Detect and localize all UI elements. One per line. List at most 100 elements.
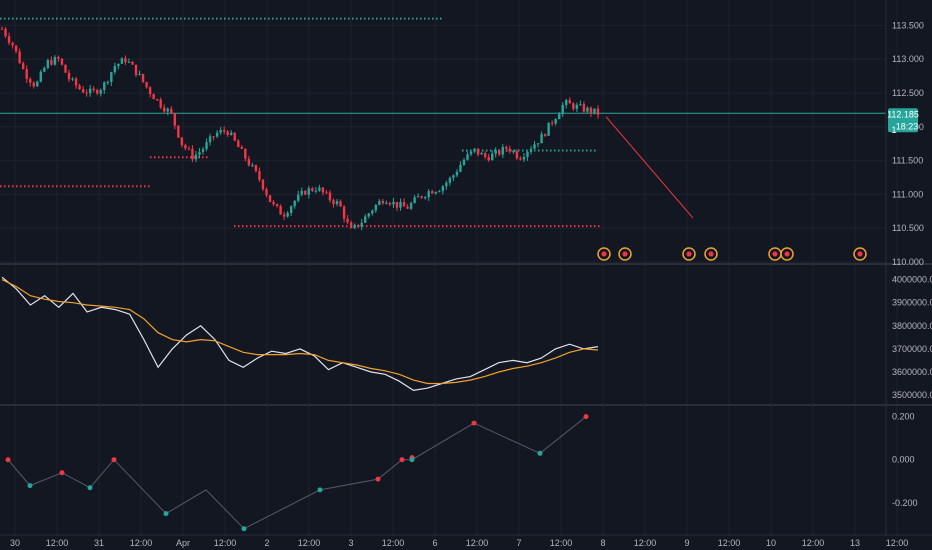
candle-body [244, 148, 247, 159]
candle-body [339, 201, 342, 207]
countdown-label: 18:23 [896, 121, 919, 131]
oscillator-point [59, 470, 65, 476]
candle-body [297, 194, 300, 201]
grid [0, 0, 898, 535]
candle-body [431, 191, 434, 194]
candle-body [568, 100, 571, 104]
candle-body [561, 104, 564, 115]
candle-body [554, 119, 557, 124]
candle-body [519, 158, 522, 160]
event-icon-dot [622, 251, 628, 257]
candle-body [233, 132, 236, 141]
candle-body [124, 58, 127, 63]
candle-body [279, 205, 282, 215]
event-icon[interactable] [768, 247, 782, 261]
event-icon[interactable] [618, 247, 632, 261]
candle-body [106, 81, 109, 83]
candle-body [293, 200, 296, 207]
candle-body [173, 113, 177, 126]
time-tick-label: 12:00 [718, 538, 741, 548]
oscillator-point [5, 457, 11, 463]
candle-body [0, 28, 4, 30]
candle-body [201, 149, 205, 152]
event-icon[interactable] [597, 247, 611, 261]
candle-body [152, 94, 155, 100]
candle-body [268, 195, 272, 202]
candle-body [14, 45, 18, 52]
candle-body [205, 142, 208, 150]
candle-body [237, 140, 240, 148]
price-tick-label: 113.000 [892, 54, 924, 64]
volume-indicator-pane[interactable] [1, 276, 599, 392]
candle-body [529, 148, 533, 152]
time-tick-label: 7 [516, 538, 521, 548]
candle-body [406, 206, 409, 209]
oscillator-tick-label: 0.000 [892, 455, 915, 465]
candle-body [311, 188, 314, 191]
candle-body [469, 151, 473, 155]
candle-body [11, 42, 14, 46]
candle-body [32, 82, 35, 87]
time-tick-label: 2 [264, 538, 269, 548]
candle-body [29, 79, 32, 83]
indicator-axis[interactable]: 3500000.000 3600000.000 3700000.000 3800000… [892, 275, 932, 401]
time-tick-label: 8 [600, 538, 605, 548]
candle-body [127, 61, 131, 63]
candle-body [476, 148, 480, 155]
candle-body [67, 72, 71, 80]
event-icon[interactable] [780, 247, 794, 261]
oscillator-point [399, 457, 405, 463]
time-tick-label: 12:00 [802, 538, 825, 548]
time-tick-label: 31 [94, 538, 104, 548]
candle-body [505, 146, 508, 149]
oscillator-axis[interactable]: 0.200 0.000 -0.200 [892, 412, 918, 508]
candle-body [540, 134, 543, 144]
candle-body [360, 222, 363, 227]
event-icons[interactable] [597, 247, 867, 261]
oscillator-pane[interactable] [5, 414, 589, 532]
candle-body [409, 203, 413, 209]
trend-line[interactable] [605, 116, 694, 219]
last-price-label: 112.185 [887, 109, 919, 119]
event-icon[interactable] [853, 247, 867, 261]
candle-body [388, 203, 392, 205]
candle-body [282, 214, 286, 217]
candle-body [423, 197, 427, 199]
price-tick-label: 110.500 [892, 223, 924, 233]
candle-body [138, 73, 141, 75]
candle-body [452, 175, 455, 178]
event-icon[interactable] [682, 247, 696, 261]
candle-body [180, 137, 184, 146]
candle-body [491, 153, 494, 161]
candle-body [325, 192, 328, 194]
time-tick-label: 30 [10, 538, 20, 548]
candle-body [501, 146, 504, 155]
candle-body [110, 72, 113, 82]
candle-body [7, 36, 11, 43]
candle-body [166, 108, 169, 112]
oscillator-tick-label: 0.200 [892, 412, 915, 422]
candle-body [547, 122, 550, 136]
candle-body [342, 206, 346, 219]
candle-body [272, 201, 275, 205]
time-tick-label: 12:00 [382, 538, 405, 548]
time-axis[interactable]: 30 12:00 31 12:00 Apr 12:00 2 12:00 3 12:00 6 12:00… [10, 538, 908, 548]
oscillator-point [27, 483, 33, 489]
event-icon-dot [784, 251, 790, 257]
candle-body [265, 189, 268, 196]
time-tick-label: 9 [684, 538, 689, 548]
candle-body [466, 154, 469, 160]
candle-body [96, 89, 99, 94]
candle-body [402, 202, 406, 207]
time-tick-label: 12:00 [298, 538, 321, 548]
candle-body [18, 51, 21, 64]
candle-body [318, 187, 321, 191]
candle-body [148, 87, 152, 95]
candle-body [462, 159, 466, 165]
candle-body [371, 210, 374, 214]
price-pane[interactable] [0, 17, 886, 261]
event-icon[interactable] [704, 247, 718, 261]
candle-body [251, 165, 254, 167]
candle-body [36, 81, 39, 87]
